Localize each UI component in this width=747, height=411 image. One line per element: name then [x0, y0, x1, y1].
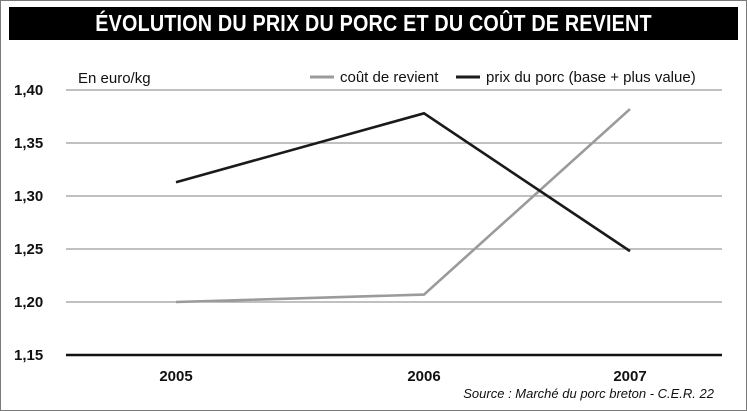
gridlines — [66, 89, 722, 303]
source-note: Source : Marché du porc breton - C.E.R. … — [463, 386, 714, 401]
y-axis-label: En euro/kg — [78, 70, 151, 87]
legend: coût de revient prix du porc (base + plu… — [310, 69, 696, 86]
y-tick-label: 1,25 — [14, 241, 43, 258]
legend-label-prix: prix du porc (base + plus value) — [486, 69, 696, 86]
x-tick-labels: 2005 2006 2007 — [159, 368, 646, 385]
y-tick-labels: 1,40 1,35 1,30 1,25 1,20 1,15 — [14, 82, 43, 364]
chart-title: ÉVOLUTION DU PRIX DU PORC ET DU COÛT DE … — [95, 10, 652, 36]
series-line-cout-de-revient — [175, 108, 631, 304]
x-tick-label: 2007 — [613, 368, 646, 385]
y-tick-label: 1,40 — [14, 82, 43, 99]
y-tick-label: 1,30 — [14, 188, 43, 205]
y-tick-label: 1,35 — [14, 135, 43, 152]
x-tick-label: 2005 — [159, 368, 192, 385]
series-line-prix-du-porc — [175, 111, 631, 253]
x-tick-label: 2006 — [407, 368, 440, 385]
series-lines — [175, 108, 631, 304]
y-tick-label: 1,20 — [14, 294, 43, 311]
legend-label-cout: coût de revient — [340, 69, 439, 86]
y-tick-label: 1,15 — [14, 347, 43, 364]
title-bar: ÉVOLUTION DU PRIX DU PORC ET DU COÛT DE … — [9, 7, 738, 40]
